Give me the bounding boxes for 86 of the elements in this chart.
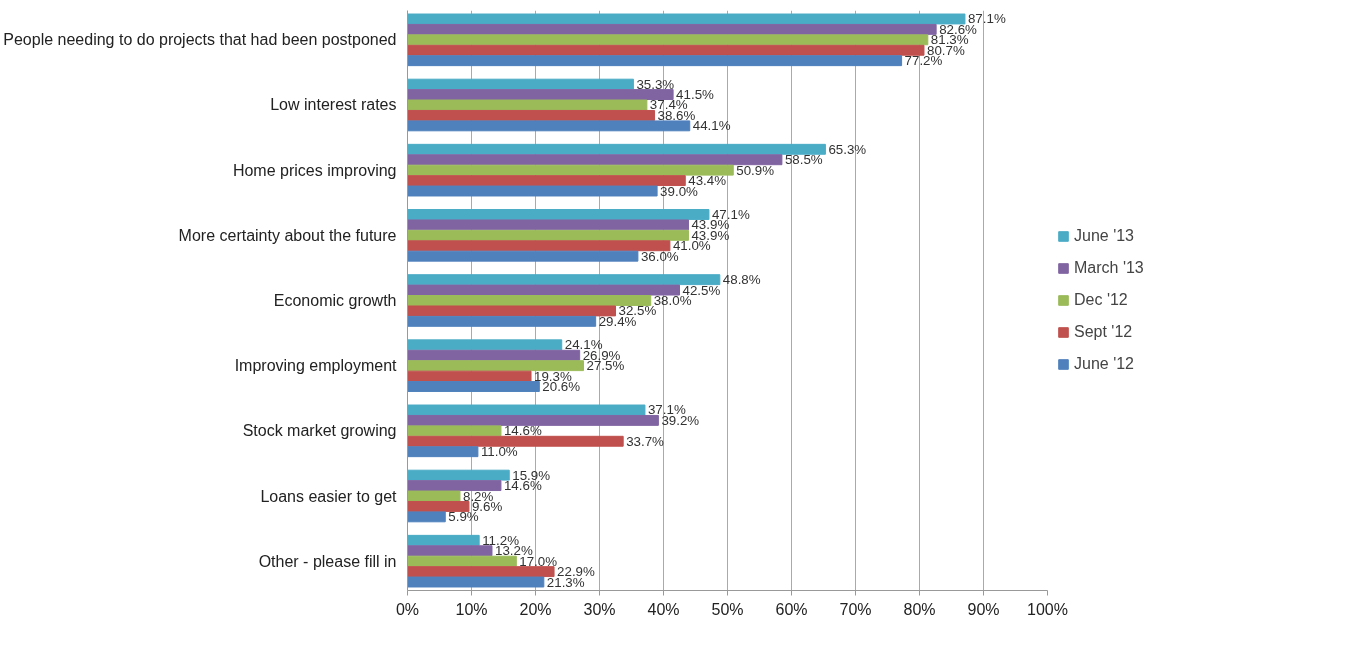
bar	[407, 381, 540, 392]
data-label: 14.6%	[503, 478, 542, 494]
data-label: 44.1%	[692, 118, 731, 134]
data-label: 47.1%	[711, 206, 750, 222]
bar	[407, 109, 656, 121]
x-tick-label: 70%	[839, 600, 872, 618]
data-label: 33.7%	[626, 433, 665, 449]
bar	[407, 469, 510, 481]
x-tick-label: 20%	[519, 600, 552, 618]
bar	[407, 274, 721, 286]
bar	[407, 13, 966, 25]
x-tick-label: 60%	[775, 600, 808, 618]
data-label: 41.0%	[672, 238, 711, 254]
data-label: 14.6%	[503, 423, 542, 439]
bar	[407, 339, 563, 351]
x-tick-label: 50%	[711, 600, 744, 618]
bar	[407, 250, 639, 262]
bar	[407, 229, 689, 241]
legend-label: June '13	[1074, 227, 1134, 245]
bar	[407, 576, 545, 588]
bar	[407, 78, 634, 90]
data-label: 50.9%	[736, 162, 775, 178]
bar	[407, 120, 691, 132]
bar	[407, 23, 937, 35]
y-tick-label: Loans easier to get	[260, 487, 398, 505]
bar	[407, 34, 929, 46]
y-tick-label: Stock market growing	[242, 422, 397, 440]
legend-label: June '12	[1074, 355, 1134, 373]
bar	[407, 480, 502, 492]
data-label: 27.5%	[586, 358, 625, 374]
bar	[407, 44, 925, 56]
legend-label: Sept '12	[1074, 323, 1133, 341]
y-tick-label: People needing to do projects that had been postponed	[3, 31, 397, 49]
x-tick-label: 30%	[583, 600, 616, 618]
x-tick-label: 100%	[1027, 600, 1068, 618]
bar	[407, 404, 646, 416]
bar	[407, 349, 581, 361]
bar	[407, 295, 652, 306]
bar	[407, 425, 502, 437]
bar	[407, 55, 903, 67]
x-tick-label: 0%	[395, 600, 420, 618]
data-label: 77.2%	[904, 53, 943, 69]
bar	[407, 360, 584, 372]
bar	[407, 305, 616, 317]
bar	[407, 490, 461, 502]
bar	[407, 89, 674, 101]
y-tick-label: More certainty about the future	[178, 226, 397, 244]
bar	[407, 175, 686, 187]
data-label: 65.3%	[828, 141, 867, 157]
bar	[407, 370, 532, 382]
bar	[407, 566, 555, 578]
x-tick-label: 40%	[647, 600, 680, 618]
data-label: 11.0%	[480, 444, 518, 460]
y-tick-label: Improving employment	[234, 357, 398, 375]
bar	[407, 435, 624, 447]
bar	[407, 99, 648, 111]
bar	[407, 446, 479, 458]
bar	[407, 500, 470, 512]
legend-label: Dec '12	[1074, 291, 1128, 309]
bar	[407, 240, 671, 252]
data-label: 58.5%	[784, 152, 823, 168]
bar	[407, 414, 659, 426]
bar	[407, 315, 597, 327]
bar	[407, 545, 493, 557]
data-label: 48.8%	[722, 272, 761, 288]
bar	[407, 219, 689, 231]
bar	[407, 534, 480, 546]
data-label: 20.6%	[542, 379, 581, 395]
bar	[407, 511, 446, 523]
y-tick-label: Home prices improving	[232, 161, 397, 179]
y-tick-label: Low interest rates	[270, 96, 397, 114]
data-label: 35.3%	[636, 76, 675, 92]
x-tick-label: 90%	[967, 600, 1000, 618]
bar	[407, 164, 734, 176]
bar	[407, 555, 517, 567]
bar	[407, 185, 658, 197]
x-tick-label: 80%	[903, 600, 936, 618]
x-tick-label: 10%	[455, 600, 488, 618]
bar	[407, 284, 680, 296]
y-tick-label: Economic growth	[273, 292, 397, 309]
bar	[407, 154, 783, 166]
y-tick-label: Other - please fill in	[258, 552, 397, 570]
bar	[407, 209, 710, 220]
data-label: 38.0%	[653, 293, 692, 308]
bar	[407, 143, 826, 155]
legend-label: March '13	[1074, 259, 1144, 277]
